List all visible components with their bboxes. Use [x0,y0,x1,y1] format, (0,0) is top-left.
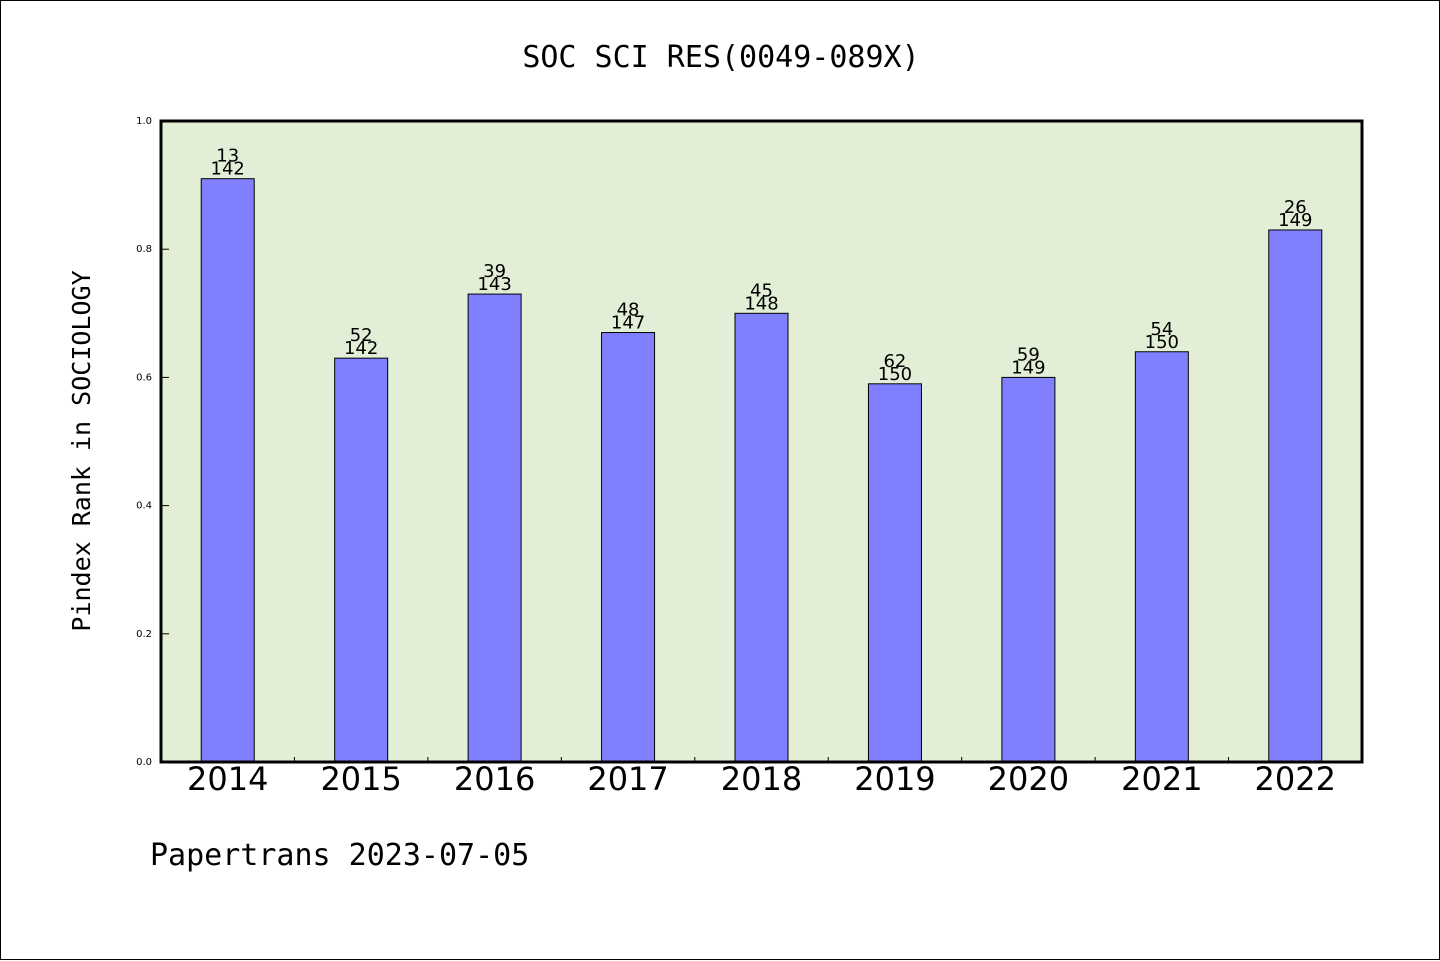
x-tick-label-2020: 2020 [988,760,1069,798]
total-label-2021: 150 [1145,332,1179,353]
footer-text: Papertrans 2023-07-05 [150,838,529,873]
x-tick-label-2019: 2019 [854,760,935,798]
bars-group [200,178,1323,763]
total-label-2020: 149 [1011,357,1045,378]
bar-2020 [1001,376,1056,763]
bar-2018 [734,312,789,763]
y-tick-label: 0.2 [136,629,152,640]
bar-2021 [1134,351,1189,763]
rank-label-2019: 62 [883,351,906,372]
rank-label-2017: 48 [617,300,640,321]
y-axis-label: Pindex Rank in SOCIOLOGY [67,270,96,631]
total-label-2022: 149 [1278,210,1312,231]
bar-2015 [334,357,389,763]
total-label-2017: 147 [611,313,645,334]
rank-label-2014: 13 [216,146,239,167]
rank-label-2016: 39 [483,261,506,282]
y-tick-label: 1.0 [136,116,152,127]
y-tick-label: 0.4 [136,501,152,512]
x-tick-label-2016: 2016 [454,760,535,798]
rank-label-2015: 52 [350,325,373,346]
bar-2022 [1268,229,1323,763]
y-axis: 0.0 0.2 0.4 0.6 0.8 1.0 [136,116,169,768]
rank-label-2021: 54 [1150,319,1173,340]
bar-2019 [867,383,922,763]
total-label-2014: 142 [211,159,245,180]
rank-label-2020: 59 [1017,344,1040,365]
data-labels-group: 1314252142391434814745148621505914954150… [211,146,1313,385]
bar-2016 [467,293,522,763]
bar-2014 [200,178,255,763]
rank-label-2018: 45 [750,280,773,301]
y-tick-label: 0.0 [136,757,152,768]
bar-2017 [601,332,656,763]
x-tick-label-2022: 2022 [1255,760,1336,798]
y-tick-label: 0.6 [136,372,152,383]
x-tick-label-2018: 2018 [721,760,802,798]
total-label-2015: 142 [344,338,378,359]
rank-label-2022: 26 [1284,197,1307,218]
x-axis: 2014 2015 2016 2017 2018 2019 2020 2021 2022 [187,757,1336,798]
x-tick-label-2017: 2017 [587,760,668,798]
x-tick-label-2021: 2021 [1121,760,1202,798]
x-tick-label-2015: 2015 [320,760,401,798]
total-label-2018: 148 [744,293,778,314]
chart-title: SOC SCI RES(0049-089X) [522,40,919,75]
total-label-2016: 143 [477,274,511,295]
x-tick-label-2014: 2014 [187,760,268,798]
total-label-2019: 150 [878,364,912,385]
y-tick-label: 0.8 [136,244,152,255]
plot-border [159,119,1364,764]
